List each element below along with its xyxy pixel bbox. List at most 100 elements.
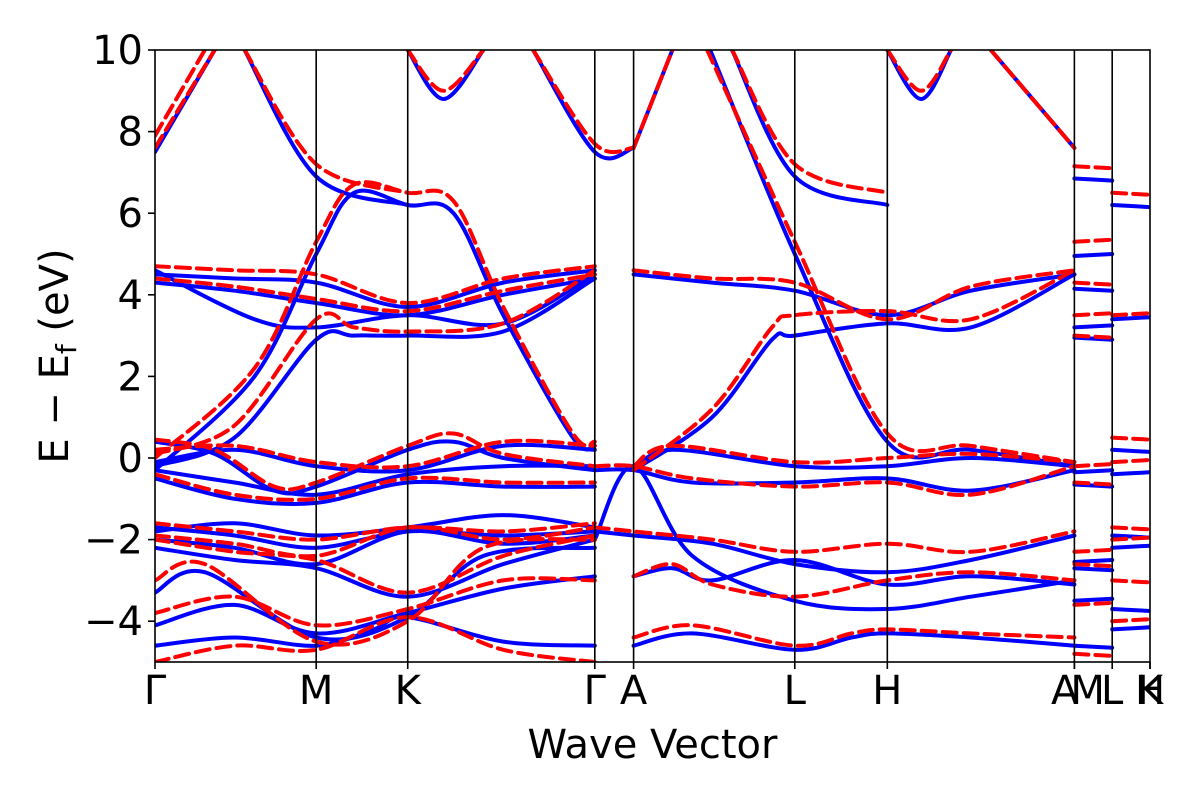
y-axis-label-main: E − E: [32, 354, 78, 464]
dashed-band-3: [155, 533, 597, 595]
dashed-band-5: [155, 521, 597, 542]
x-axis-ticks: Γ M K Γ A L H AML KH: [144, 662, 1165, 714]
dashed-band-28: [988, 50, 1077, 150]
dashed-band-14: [155, 50, 207, 138]
y-tick-label: −4: [84, 599, 143, 645]
dashed-segment-0-band-0: [1072, 164, 1115, 171]
solid-segment-1-band-0: [1110, 203, 1150, 210]
solid-segment-0-band-8: [1072, 566, 1115, 573]
solid-band-27: [631, 447, 1077, 473]
y-tick-label: 8: [118, 110, 143, 156]
solid-segment-1-band-1: [1110, 315, 1150, 322]
y-axis-label: E − Ef (eV): [32, 248, 83, 463]
solid-segment-1-band-3: [1110, 470, 1150, 477]
y-tick-label: 2: [118, 354, 143, 400]
dashed-segment-1-band-7: [1110, 617, 1150, 624]
x-tick-label: M: [299, 668, 334, 714]
y-axis-label-unit: (eV): [32, 248, 78, 344]
dashed-band-6: [155, 472, 597, 502]
y-tick-label: 10: [92, 28, 143, 74]
x-tick-label: Γ: [584, 668, 607, 714]
dashed-band-1: [155, 576, 597, 628]
y-tick-label: 0: [118, 436, 143, 482]
dashed-segment-0-band-2: [1072, 280, 1115, 287]
solid-band-26: [631, 272, 1077, 473]
solid-band-19: [531, 50, 636, 161]
solid-band-9: [155, 442, 597, 474]
dashed-segment-1-band-6: [1110, 578, 1150, 585]
dashed-segment-0-band-5: [1072, 462, 1115, 469]
solid-band-1: [155, 574, 597, 636]
high-symmetry-lines: [315, 50, 1113, 662]
dashed-band-15: [242, 50, 410, 195]
dashed-band-25: [631, 50, 675, 150]
dashed-segment-1-band-0: [1110, 190, 1150, 197]
solid-band-13: [155, 276, 597, 318]
solid-band-14: [155, 268, 597, 310]
dashed-band-19: [592, 525, 1077, 555]
solid-segment-1-band-2: [1110, 447, 1150, 454]
solid-band-11: [155, 276, 597, 469]
dashed-band-12: [155, 264, 597, 306]
solid-segment-1-band-7: [1110, 625, 1150, 632]
x-tick-label: H: [1135, 668, 1165, 714]
solid-band-8: [155, 463, 597, 497]
solid-segment-0-band-1: [1072, 252, 1115, 258]
x-axis-label: Wave Vector: [528, 722, 779, 768]
plot-area: [155, 50, 1150, 662]
x-tick-label: A: [1051, 668, 1079, 714]
solid-segment-0-band-6: [1072, 482, 1115, 489]
dashed-band-24: [631, 443, 1077, 469]
dashed-band-20: [631, 623, 1077, 648]
solid-segment-1-band-6: [1110, 607, 1150, 613]
dashed-band-11: [155, 272, 597, 314]
dashed-segment-0-band-6: [1072, 480, 1115, 487]
dashed-band-4: [155, 525, 597, 559]
dashed-segment-1-band-5: [1110, 535, 1150, 542]
y-tick-label: 4: [118, 273, 143, 319]
dashed-band-22: [631, 268, 1077, 322]
dashed-band-16: [405, 50, 486, 93]
dashed-segment-0-band-1: [1072, 237, 1115, 244]
dashed-band-17: [531, 50, 636, 155]
dashed-band-21: [631, 562, 1077, 599]
dashed-band-27: [885, 50, 953, 93]
dashed-band-26: [730, 50, 890, 195]
x-tick-label: L: [1101, 668, 1124, 714]
solid-segment-0-band-5: [1072, 468, 1115, 475]
solid-segment-0-band-0: [1072, 176, 1115, 183]
y-axis-label-subscript: f: [50, 343, 83, 354]
y-axis-ticks: −4 −2 0 2 4 6 8 10: [84, 28, 155, 645]
solid-segment-0-band-2: [1072, 286, 1115, 293]
solid-band-23: [631, 631, 1077, 652]
dashed-segment-0-band-8: [1072, 562, 1115, 569]
solid-band-24: [631, 557, 1077, 587]
solid-band-3: [155, 537, 597, 599]
dashed-segment-1-band-4: [1110, 525, 1150, 532]
solid-band-0: [155, 614, 597, 648]
y-tick-label: −2: [84, 518, 143, 564]
dashed-band-9: [155, 268, 597, 456]
dashed-segment-0-band-10: [1072, 651, 1115, 658]
dashed-segment-1-band-3: [1110, 458, 1150, 465]
x-tick-label: M: [1070, 668, 1105, 714]
plot-frame: [154, 49, 1151, 663]
dashed-segment-0-band-3: [1072, 311, 1115, 318]
x-tick-label: A: [620, 668, 648, 714]
solid-band-32: [708, 50, 1077, 469]
solid-segment-0-band-4: [1072, 335, 1115, 342]
solid-band-7: [155, 476, 597, 506]
x-tick-label: Γ: [144, 668, 167, 714]
dashed-segment-1-band-1: [1110, 311, 1150, 318]
x-tick-label: K: [395, 668, 423, 714]
dashed-segment-0-band-9: [1072, 600, 1115, 607]
dashed-band-0: [155, 615, 597, 662]
solid-band-29: [730, 50, 890, 207]
solid-segment-0-band-10: [1072, 643, 1115, 650]
dashed-band-7: [155, 438, 597, 470]
solid-segment-0-band-3: [1072, 323, 1115, 330]
solid-band-21: [592, 529, 1077, 575]
dashed-segment-0-band-7: [1072, 547, 1115, 554]
solid-band-4: [155, 528, 597, 567]
